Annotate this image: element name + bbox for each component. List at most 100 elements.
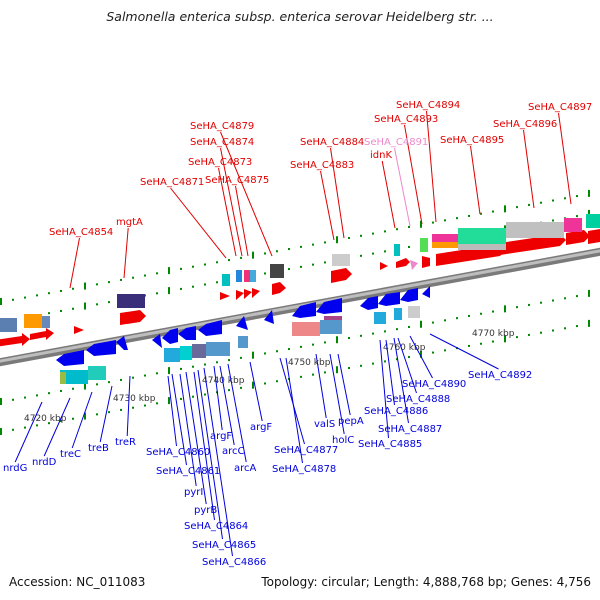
leader-line	[193, 371, 215, 521]
tick-dot	[324, 341, 326, 344]
tick-dot	[192, 365, 194, 368]
gene-arrow	[264, 310, 274, 324]
reverse-gene-label: SeHA_C4892	[468, 370, 532, 381]
feature-box	[374, 312, 386, 324]
tick-dot	[504, 335, 506, 343]
tick-dot	[288, 268, 290, 271]
tick-dot	[48, 392, 50, 395]
feature-box	[586, 214, 600, 228]
scale-label: 4720 kbp	[24, 414, 67, 424]
gene-arrow	[252, 288, 260, 298]
tick-dot	[168, 267, 170, 275]
forward-gene-label: SeHA_C4871	[140, 177, 204, 188]
forward-gene-label: SeHA_C4854	[49, 227, 113, 238]
scale-tick-labels: 4720 kbp 4730 kbp 4740 kbp 4750 kbp 4760…	[24, 329, 515, 424]
reverse-gene-label: SeHA_C4886	[364, 406, 428, 417]
tick-dot	[564, 197, 566, 200]
leader-line	[320, 170, 335, 241]
tick-dot	[288, 348, 290, 351]
gene-arrow	[120, 310, 146, 325]
tick-dot	[84, 412, 86, 420]
leader-line	[126, 375, 131, 437]
tick-dot	[72, 287, 74, 290]
reverse-gene-label: argF	[210, 431, 232, 442]
tick-dot	[372, 362, 374, 365]
tick-dot	[456, 317, 458, 320]
accession-text: Accession: NC_011083	[9, 575, 146, 589]
tick-dot	[312, 373, 314, 376]
tick-dot	[432, 221, 434, 224]
tick-dot	[24, 296, 26, 299]
tick-dot	[72, 387, 74, 390]
tick-dot	[396, 358, 398, 361]
feature-box	[24, 314, 42, 328]
tick-dot	[372, 232, 374, 235]
tick-dot	[216, 261, 218, 264]
gene-arrow	[162, 328, 178, 344]
leader-line	[558, 112, 572, 205]
tick-dot	[276, 350, 278, 353]
tick-dot	[372, 252, 374, 255]
tick-dot	[156, 292, 158, 295]
tick-dot	[264, 352, 266, 355]
reverse-gene-label: treB	[88, 443, 109, 454]
tick-dot	[252, 251, 254, 259]
feature-box	[164, 348, 180, 362]
leader-line	[220, 147, 243, 257]
tick-dot	[396, 328, 398, 331]
tick-dot	[168, 397, 170, 405]
forward-gene-label: SeHA_C4883	[290, 160, 354, 171]
gene-arrow	[198, 320, 222, 336]
tick-dot	[60, 309, 62, 312]
tick-dot	[48, 312, 50, 315]
reverse-gene-label: pepA	[338, 416, 364, 427]
feature-box	[238, 336, 248, 348]
tick-dot	[480, 342, 482, 345]
feature-box	[270, 264, 284, 278]
leader-line	[99, 385, 113, 443]
tick-dot	[552, 219, 554, 222]
tick-dot	[552, 199, 554, 202]
tick-dot	[480, 312, 482, 315]
tick-dot	[228, 359, 230, 362]
genome-title: Salmonella enterica subsp. enterica sero…	[106, 9, 494, 24]
tick-dot	[336, 236, 338, 244]
reverse-gene-label: SeHA_C4860	[146, 447, 210, 458]
leader-line	[409, 335, 433, 379]
leader-line	[219, 365, 235, 446]
tick-dot	[168, 367, 170, 375]
reverse-leader-lines	[14, 333, 499, 557]
leader-line	[337, 353, 351, 416]
tick-dot	[156, 372, 158, 375]
tick-dot	[144, 404, 146, 407]
tick-dot	[228, 259, 230, 262]
feature-box	[0, 318, 17, 332]
tick-dot	[432, 351, 434, 354]
forward-gene-label: SeHA_C4879	[190, 121, 254, 132]
reverse-gene-label: SeHA_C4866	[202, 557, 266, 568]
tick-dot	[420, 320, 422, 328]
tick-dot	[468, 214, 470, 217]
reverse-strand-genes	[56, 286, 430, 384]
feature-box	[250, 270, 256, 282]
feature-box	[458, 244, 506, 250]
tick-dot	[588, 209, 590, 217]
tick-dot	[48, 292, 50, 295]
tick-dot	[516, 306, 518, 309]
gene-arrow	[236, 316, 248, 330]
forward-gene-label: SeHA_C4891	[364, 137, 428, 148]
tick-dot	[180, 397, 182, 400]
feature-box	[394, 308, 402, 320]
tick-dot	[576, 215, 578, 218]
tick-dot	[180, 267, 182, 270]
tick-dot	[216, 281, 218, 284]
leader-line	[429, 333, 499, 370]
tick-dot	[348, 237, 350, 240]
leader-line	[330, 147, 345, 239]
tick-dot	[384, 330, 386, 333]
tick-dot	[312, 263, 314, 266]
tick-dot	[96, 413, 98, 416]
tick-dot	[192, 285, 194, 288]
leader-line	[71, 391, 93, 449]
